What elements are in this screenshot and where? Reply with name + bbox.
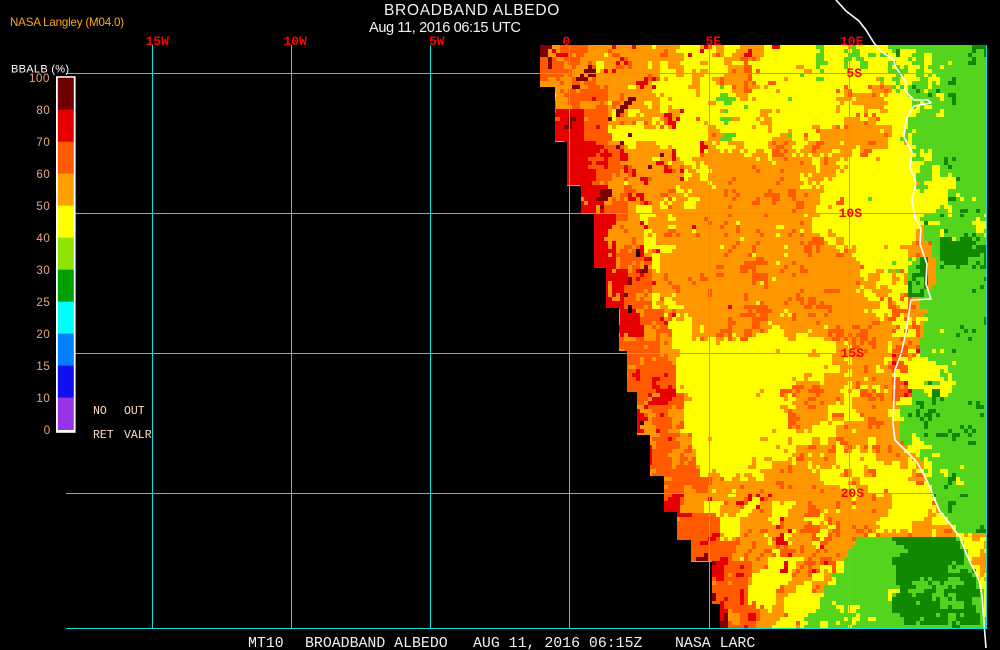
svg-text:10E: 10E [840,34,864,49]
svg-text:20S: 20S [841,486,865,501]
svg-text:OUT: OUT [124,405,145,418]
svg-text:15S: 15S [841,346,865,361]
svg-text:BROADBAND ALBEDO: BROADBAND ALBEDO [305,636,448,650]
svg-text:AUG 11, 2016 06:15Z: AUG 11, 2016 06:15Z [473,636,643,650]
svg-text:NO: NO [93,405,107,418]
svg-text:Aug 11, 2016 06:15 UTC: Aug 11, 2016 06:15 UTC [369,20,521,36]
svg-text:10W: 10W [284,34,308,49]
svg-text:NASA Langley (M04.0): NASA Langley (M04.0) [10,16,124,29]
svg-text:RET: RET [93,429,114,442]
svg-text:MT10: MT10 [248,636,284,650]
svg-text:80: 80 [36,105,50,117]
svg-text:0: 0 [563,34,571,49]
svg-text:30: 30 [36,265,50,277]
svg-text:70: 70 [36,137,50,149]
svg-text:0: 0 [44,425,51,437]
svg-text:25: 25 [36,297,50,309]
svg-text:BBALB (%): BBALB (%) [11,64,69,76]
svg-text:BROADBAND ALBEDO: BROADBAND ALBEDO [384,2,560,19]
svg-text:10: 10 [36,393,50,405]
svg-text:100: 100 [29,73,50,85]
svg-text:5W: 5W [429,34,445,49]
svg-text:15: 15 [36,361,50,373]
svg-text:20: 20 [36,329,50,341]
svg-text:5S: 5S [846,66,862,81]
svg-text:10S: 10S [839,206,863,221]
svg-text:5E: 5E [706,34,722,49]
svg-text:40: 40 [36,233,50,245]
svg-text:NASA LARC: NASA LARC [675,636,755,650]
svg-text:VALR: VALR [124,429,152,442]
svg-text:50: 50 [36,201,50,213]
svg-text:60: 60 [36,169,50,181]
svg-text:15W: 15W [146,34,170,49]
